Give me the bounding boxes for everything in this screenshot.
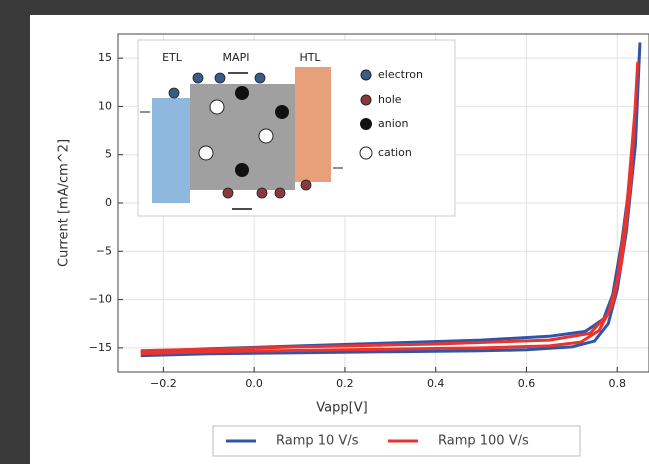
- legend: Ramp 10 V/s Ramp 100 V/s: [212, 425, 581, 457]
- y-axis-label: Current [mA/cm^2]: [57, 139, 72, 267]
- x-tick-label: 0.4: [427, 377, 445, 390]
- axes-frame: [117, 33, 649, 373]
- anions: [235, 86, 289, 177]
- cations: [198, 99, 274, 161]
- y-tick-label: 0: [105, 196, 112, 209]
- icon: [360, 69, 372, 81]
- inset: ETL MAPI HTL electron hole anion cation: [137, 39, 456, 217]
- inset-legend: cation: [378, 146, 412, 159]
- inset-label: ETL: [162, 51, 183, 64]
- electrons: [168, 72, 266, 99]
- holes: [222, 179, 312, 199]
- inset-legend: electron: [378, 68, 423, 81]
- plot-area: [140, 42, 642, 358]
- y-tick-label: −10: [89, 293, 112, 306]
- x-axis-label: Vapp[V]: [316, 401, 367, 416]
- legend-label: Ramp 100 V/s: [438, 434, 529, 449]
- x-tick-label: 0.2: [336, 377, 354, 390]
- y-tick-label: −5: [96, 244, 112, 257]
- series-line: [140, 61, 640, 356]
- y-tick-label: 10: [98, 99, 112, 112]
- y-tick-label: −15: [89, 341, 112, 354]
- icon: [360, 94, 372, 106]
- etl-block: [152, 98, 190, 203]
- inset-label: MAPI: [223, 51, 250, 64]
- x-tick-label: 0.0: [245, 377, 263, 390]
- y-tick-label: 15: [98, 51, 112, 64]
- x-tick-label: −0.2: [150, 377, 177, 390]
- series-line: [140, 42, 642, 358]
- inset-label: HTL: [299, 51, 321, 64]
- y-tick-label: 5: [105, 148, 112, 161]
- legend-label: Ramp 10 V/s: [276, 434, 359, 449]
- x-tick-label: 0.8: [608, 377, 626, 390]
- icon: [360, 118, 372, 130]
- icon: [359, 146, 373, 160]
- x-tick-label: 0.6: [518, 377, 536, 390]
- htl-block: [295, 67, 331, 182]
- inset-legend: anion: [378, 117, 408, 130]
- inset-legend: hole: [378, 93, 402, 106]
